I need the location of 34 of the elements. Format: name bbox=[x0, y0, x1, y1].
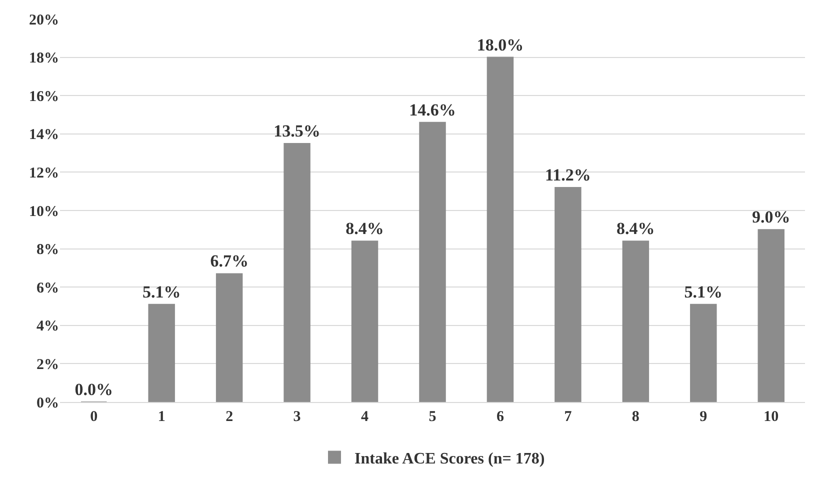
y-tick-label: 0% bbox=[36, 395, 59, 412]
data-label: 13.5% bbox=[274, 121, 320, 140]
y-tick-label: 14% bbox=[29, 127, 59, 144]
x-tick-label: 9 bbox=[700, 409, 708, 425]
data-label: 8.4% bbox=[346, 219, 384, 238]
y-tick-label: 18% bbox=[29, 50, 59, 67]
legend-label: Intake ACE Scores (n= 178) bbox=[354, 450, 545, 468]
x-tick-label: 2 bbox=[226, 409, 234, 425]
data-label: 14.6% bbox=[409, 100, 456, 120]
x-tick-label: 4 bbox=[361, 409, 370, 425]
data-label: 18.0% bbox=[476, 35, 524, 54]
y-tick-label: 4% bbox=[36, 318, 59, 335]
x-tick-label: 6 bbox=[496, 409, 504, 425]
data-label: 5.1% bbox=[684, 282, 723, 302]
y-tick-label: 16% bbox=[29, 88, 59, 105]
x-tick-label: 3 bbox=[293, 409, 301, 425]
x-tick-label: 1 bbox=[158, 409, 166, 425]
x-tick-label: 7 bbox=[564, 409, 572, 425]
data-label: 5.1% bbox=[142, 282, 181, 302]
y-tick-label: 20% bbox=[29, 12, 59, 28]
data-label: 8.4% bbox=[616, 219, 655, 238]
y-tick-label: 12% bbox=[29, 165, 59, 182]
y-tick-label: 10% bbox=[29, 204, 59, 220]
x-tick-label: 8 bbox=[632, 409, 640, 425]
x-tick-label: 0 bbox=[90, 409, 98, 425]
y-tick-label: 2% bbox=[36, 356, 59, 373]
data-label: 6.7% bbox=[210, 252, 248, 271]
x-tick-label: 5 bbox=[428, 409, 436, 425]
y-tick-label: 6% bbox=[36, 280, 59, 296]
x-tick-label: 10 bbox=[764, 409, 779, 425]
y-tick-label: 8% bbox=[36, 242, 59, 258]
data-label: 9.0% bbox=[752, 208, 790, 227]
data-label: 0.0% bbox=[74, 380, 113, 399]
data-label: 11.2% bbox=[545, 166, 591, 185]
